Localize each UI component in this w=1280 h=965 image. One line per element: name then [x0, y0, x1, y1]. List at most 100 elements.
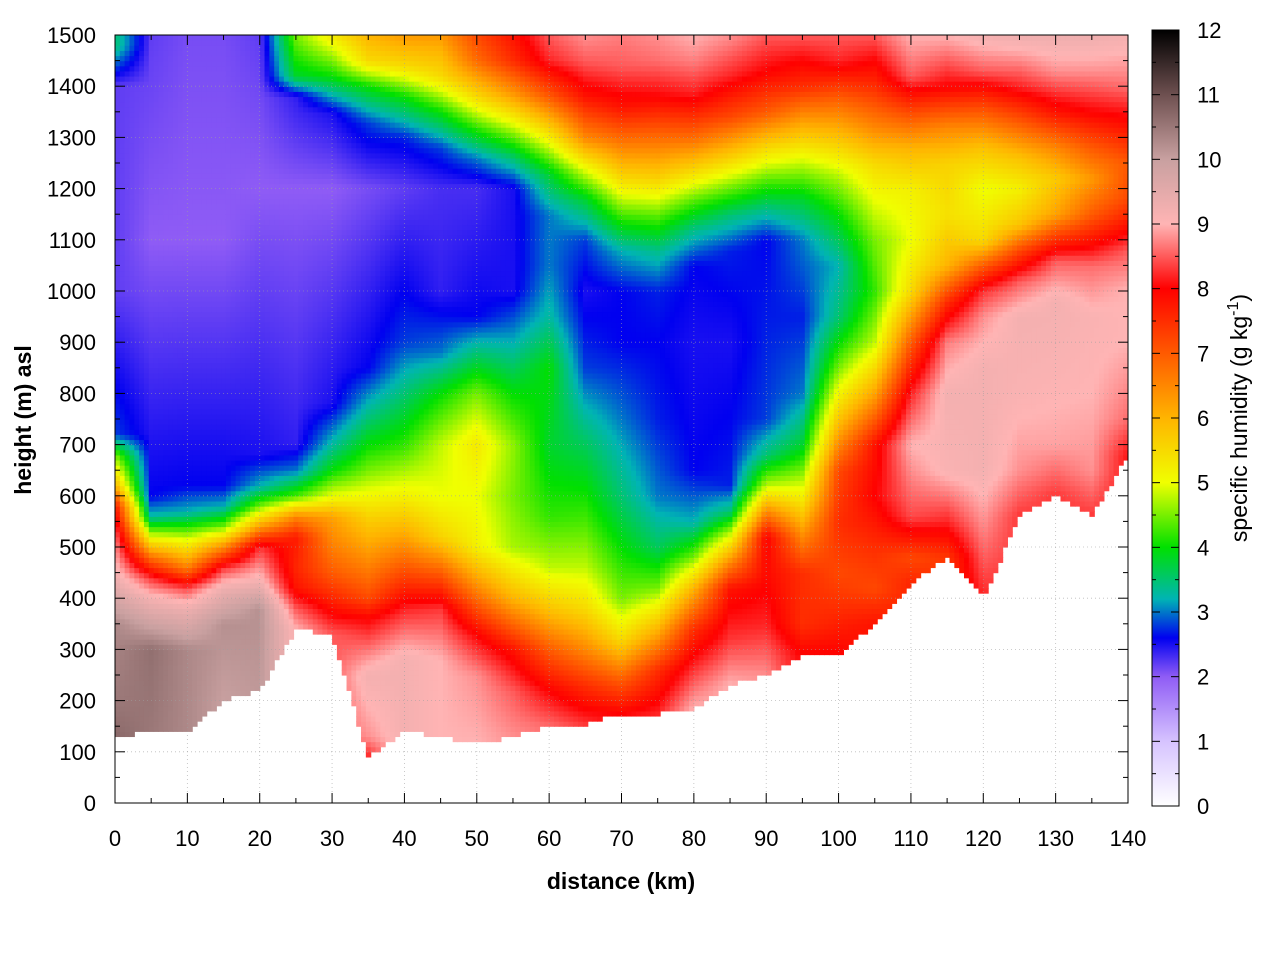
heatmap-cell [226, 276, 231, 282]
heatmap-cell [245, 588, 250, 594]
heatmap-cell [231, 102, 236, 108]
heatmap-cell [289, 271, 294, 277]
heatmap-cell [236, 322, 241, 328]
heatmap-cell [216, 112, 221, 118]
heatmap-cell [284, 163, 289, 169]
heatmap-cell [211, 608, 216, 614]
heatmap-cell [178, 199, 183, 205]
heatmap-cell [178, 439, 183, 445]
heatmap-cell [207, 107, 212, 113]
heatmap-cell [250, 219, 255, 225]
heatmap-cell [139, 250, 144, 256]
heatmap-cell [226, 527, 231, 533]
heatmap-cell [221, 537, 226, 543]
heatmap-cell [260, 475, 265, 481]
heatmap-cell [149, 86, 154, 92]
heatmap-cell [274, 271, 279, 277]
heatmap-cell [245, 363, 250, 369]
heatmap-cell [231, 450, 236, 456]
heatmap-cell [168, 153, 173, 159]
heatmap-cell [221, 107, 226, 113]
heatmap-cell [216, 168, 221, 174]
heatmap-cell [178, 352, 183, 358]
heatmap-cell [192, 148, 197, 154]
heatmap-cell [202, 306, 207, 312]
heatmap-cell [139, 726, 144, 732]
heatmap-cell [192, 665, 197, 671]
heatmap-cell [202, 137, 207, 143]
heatmap-cell [260, 562, 265, 568]
heatmap-cell [125, 163, 130, 169]
heatmap-cell [134, 583, 139, 589]
heatmap-cell [178, 322, 183, 328]
heatmap-cell [125, 573, 130, 579]
heatmap-cell [240, 414, 245, 420]
heatmap-cell [178, 189, 183, 195]
heatmap-cell [183, 55, 188, 61]
heatmap-cell [265, 311, 270, 317]
heatmap-cell [207, 363, 212, 369]
heatmap-cell [226, 250, 231, 256]
heatmap-cell [226, 347, 231, 353]
heatmap-cell [129, 265, 134, 271]
heatmap-cell [197, 250, 202, 256]
heatmap-cell [226, 557, 231, 563]
heatmap-cell [139, 327, 144, 333]
heatmap-cell [163, 271, 168, 277]
heatmap-cell [139, 706, 144, 712]
heatmap-cell [231, 214, 236, 220]
heatmap-cell [250, 40, 255, 46]
heatmap-cell [240, 496, 245, 502]
heatmap-cell [226, 588, 231, 594]
heatmap-cell [269, 291, 274, 297]
heatmap-cell [284, 255, 289, 261]
heatmap-cell [197, 194, 202, 200]
heatmap-cell [158, 296, 163, 302]
heatmap-cell [178, 117, 183, 123]
heatmap-cell [168, 480, 173, 486]
heatmap-cell [269, 173, 274, 179]
heatmap-cell [163, 424, 168, 430]
heatmap-cell [163, 573, 168, 579]
heatmap-cell [125, 516, 130, 522]
heatmap-cell [284, 501, 289, 507]
heatmap-cell [187, 368, 192, 374]
heatmap-cell [207, 194, 212, 200]
heatmap-cell [207, 224, 212, 230]
heatmap-cell [236, 629, 241, 635]
heatmap-cell [265, 393, 270, 399]
heatmap-cell [260, 235, 265, 241]
heatmap-cell [197, 102, 202, 108]
heatmap-cell [231, 404, 236, 410]
heatmap-cell [221, 245, 226, 251]
heatmap-cell [154, 296, 159, 302]
heatmap-cell [245, 112, 250, 118]
heatmap-cell [265, 578, 270, 584]
heatmap-cell [274, 317, 279, 323]
heatmap-cell [192, 716, 197, 722]
heatmap-cell [202, 250, 207, 256]
heatmap-cell [158, 245, 163, 251]
heatmap-cell [149, 45, 154, 51]
heatmap-cell [260, 557, 265, 563]
heatmap-cell [125, 86, 130, 92]
heatmap-cell [120, 358, 125, 364]
heatmap-cell [211, 501, 216, 507]
heatmap-cell [192, 296, 197, 302]
heatmap-cell [115, 532, 120, 538]
heatmap-cell [197, 414, 202, 420]
heatmap-cell [197, 516, 202, 522]
heatmap-cell [269, 271, 274, 277]
heatmap-cell [269, 593, 274, 599]
heatmap-cell [216, 501, 221, 507]
heatmap-cell [274, 624, 279, 630]
heatmap-cell [115, 61, 120, 67]
heatmap-cell [236, 547, 241, 553]
heatmap-cell [168, 342, 173, 348]
heatmap-cell [221, 102, 226, 108]
heatmap-cell [279, 219, 284, 225]
heatmap-cell [245, 655, 250, 661]
heatmap-cell [149, 680, 154, 686]
heatmap-cell [192, 501, 197, 507]
heatmap-cell [221, 311, 226, 317]
